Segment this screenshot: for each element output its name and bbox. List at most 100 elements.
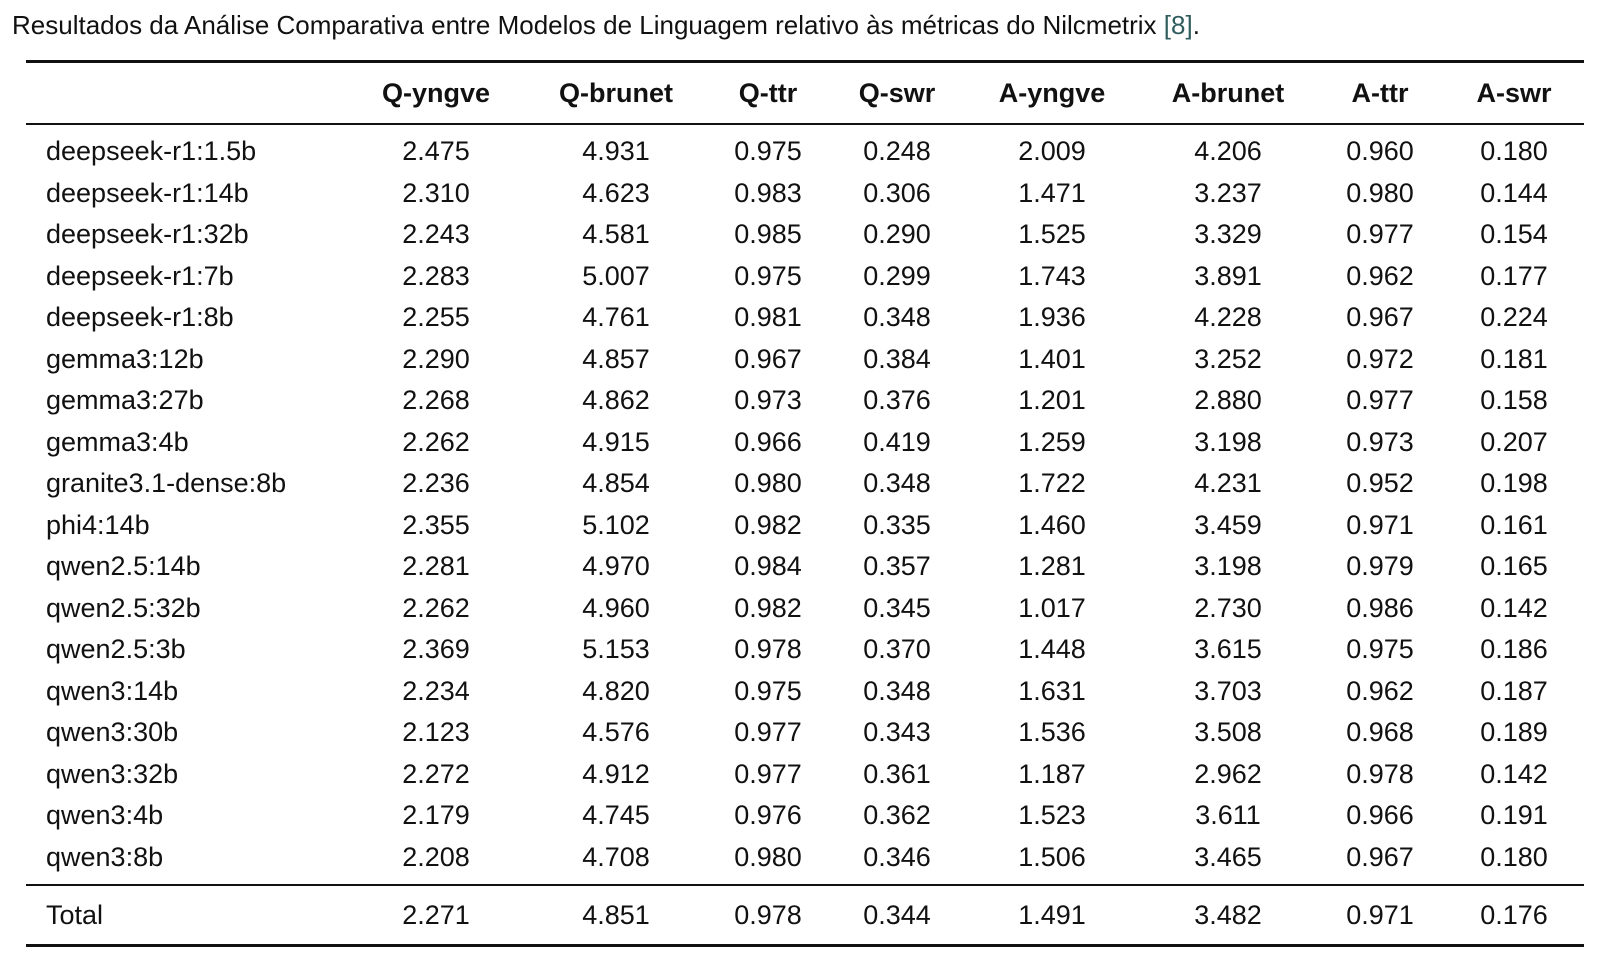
metric-value-cell: 4.960 [582,592,650,623]
total-row: Total 2.271 4.851 0.978 0.344 1.491 3.482 0.971… [26,885,1584,946]
total-value-cell: 1.491 [1018,899,1086,930]
table-row: deepseek-r1:14b 2.310 4.623 0.983 0.306 1.471… [26,173,1584,215]
model-name-cell: gemma3:4b [46,426,189,457]
metric-value-cell: 3.198 [1194,551,1262,582]
table-row: deepseek-r1:7b 2.283 5.007 0.975 0.299 1.743 3… [26,256,1584,298]
model-name-cell: granite3.1-dense:8b [46,468,287,499]
metric-value-cell: 3.615 [1194,634,1262,665]
metric-value-cell: 0.952 [1346,468,1414,499]
model-name-cell: qwen3:32b [46,758,179,789]
metric-value-cell: 0.975 [734,260,802,291]
metric-value-cell: 0.980 [734,468,802,499]
metric-value-cell: 2.283 [402,260,470,291]
header-row: Q-yngve Q-brunet Q-ttr Q-swr A-yngve A-brunet… [26,61,1584,124]
metric-value-cell: 4.206 [1194,136,1262,167]
model-name-cell: qwen2.5:3b [46,634,186,665]
metric-value-cell: 0.981 [734,302,802,333]
metric-value-cell: 2.262 [402,592,470,623]
metric-value-cell: 0.984 [734,551,802,582]
column-header: Q-swr [858,77,936,108]
metric-value-cell: 0.419 [863,426,931,457]
metric-value-cell: 0.962 [1346,260,1414,291]
metric-value-cell: 4.820 [582,675,650,706]
metric-value-cell: 0.384 [863,343,931,374]
metric-value-cell: 0.191 [1480,800,1548,831]
metric-value-cell: 2.262 [402,426,470,457]
table-row: qwen3:8b 2.208 4.708 0.980 0.346 1.506 3.465 0.… [26,837,1584,886]
metric-value-cell: 2.355 [402,509,470,540]
metric-value-cell: 2.243 [402,219,470,250]
model-name-cell: phi4:14b [46,509,150,540]
metric-value-cell: 2.290 [402,343,470,374]
metric-value-cell: 4.970 [582,551,650,582]
model-name-cell: qwen3:4b [46,800,164,831]
table-row: gemma3:4b 2.262 4.915 0.966 0.419 1.259 3.198 0… [26,422,1584,464]
metric-value-cell: 4.912 [582,758,650,789]
metric-value-cell: 2.009 [1018,136,1086,167]
table-row: qwen2.5:32b 2.262 4.960 0.982 0.345 1.017 2.73… [26,588,1584,630]
metric-value-cell: 0.154 [1480,219,1548,250]
citation-link[interactable]: [8] [1163,10,1193,40]
metric-value-cell: 2.310 [402,177,470,208]
metric-value-cell: 0.977 [734,758,802,789]
metric-value-cell: 0.142 [1480,758,1548,789]
metric-value-cell: 1.631 [1018,675,1086,706]
caption-text: Resultados da Análise Comparativa entre … [12,10,1164,40]
metric-value-cell: 0.967 [1346,841,1414,872]
metric-value-cell: 0.975 [1346,634,1414,665]
metric-value-cell: 2.255 [402,302,470,333]
metric-value-cell: 0.968 [1346,717,1414,748]
model-name-cell: deepseek-r1:8b [46,302,234,333]
model-name-cell: qwen2.5:32b [46,592,201,623]
metric-value-cell: 0.142 [1480,592,1548,623]
metric-value-cell: 4.915 [582,426,650,457]
metric-value-cell: 4.231 [1194,468,1262,499]
metric-value-cell: 0.335 [863,509,931,540]
table-row: qwen2.5:14b 2.281 4.970 0.984 0.357 1.281 3.19… [26,546,1584,588]
column-header: Q-yngve [381,77,491,108]
metric-value-cell: 1.017 [1018,592,1086,623]
metric-value-cell: 3.465 [1194,841,1262,872]
metric-value-cell: 4.745 [582,800,650,831]
metric-value-cell: 0.975 [734,136,802,167]
metric-value-cell: 2.179 [402,800,470,831]
model-name-cell: gemma3:12b [46,343,204,374]
metric-value-cell: 0.180 [1480,136,1548,167]
metric-value-cell: 0.370 [863,634,931,665]
metric-value-cell: 0.180 [1480,841,1548,872]
metric-value-cell: 0.960 [1346,136,1414,167]
metric-value-cell: 0.966 [1346,800,1414,831]
metric-value-cell: 4.857 [582,343,650,374]
model-name-cell: qwen2.5:14b [46,551,201,582]
metric-value-cell: 0.248 [863,136,931,167]
metric-value-cell: 2.962 [1194,758,1262,789]
metric-value-cell: 0.967 [734,343,802,374]
total-value-cell: 0.971 [1346,899,1414,930]
metric-value-cell: 1.506 [1018,841,1086,872]
metric-value-cell: 0.165 [1480,551,1548,582]
metric-value-cell: 3.198 [1194,426,1262,457]
metric-value-cell: 0.343 [863,717,931,748]
metric-value-cell: 4.576 [582,717,650,748]
metric-value-cell: 0.144 [1480,177,1548,208]
metric-value-cell: 4.931 [582,136,650,167]
metric-value-cell: 1.259 [1018,426,1086,457]
metric-value-cell: 0.306 [863,177,931,208]
metric-value-cell: 0.187 [1480,675,1548,706]
metric-value-cell: 0.977 [1346,219,1414,250]
total-value-cell: 2.271 [402,899,470,930]
metric-value-cell: 0.177 [1480,260,1548,291]
metric-value-cell: 0.977 [1346,385,1414,416]
column-header: A-brunet [1171,77,1285,108]
metric-value-cell: 2.880 [1194,385,1262,416]
model-name-cell: deepseek-r1:14b [46,177,249,208]
model-name-cell: gemma3:27b [46,385,204,416]
caption-period: . [1192,10,1200,40]
table-row: granite3.1-dense:8b 2.236 4.854 0.980 0.348 1… [26,463,1584,505]
metric-value-cell: 3.459 [1194,509,1262,540]
metric-value-cell: 0.973 [734,385,802,416]
metric-value-cell: 5.007 [582,260,650,291]
metric-value-cell: 0.966 [734,426,802,457]
model-name-cell: deepseek-r1:32b [46,219,249,250]
column-header: A-swr [1476,77,1552,108]
